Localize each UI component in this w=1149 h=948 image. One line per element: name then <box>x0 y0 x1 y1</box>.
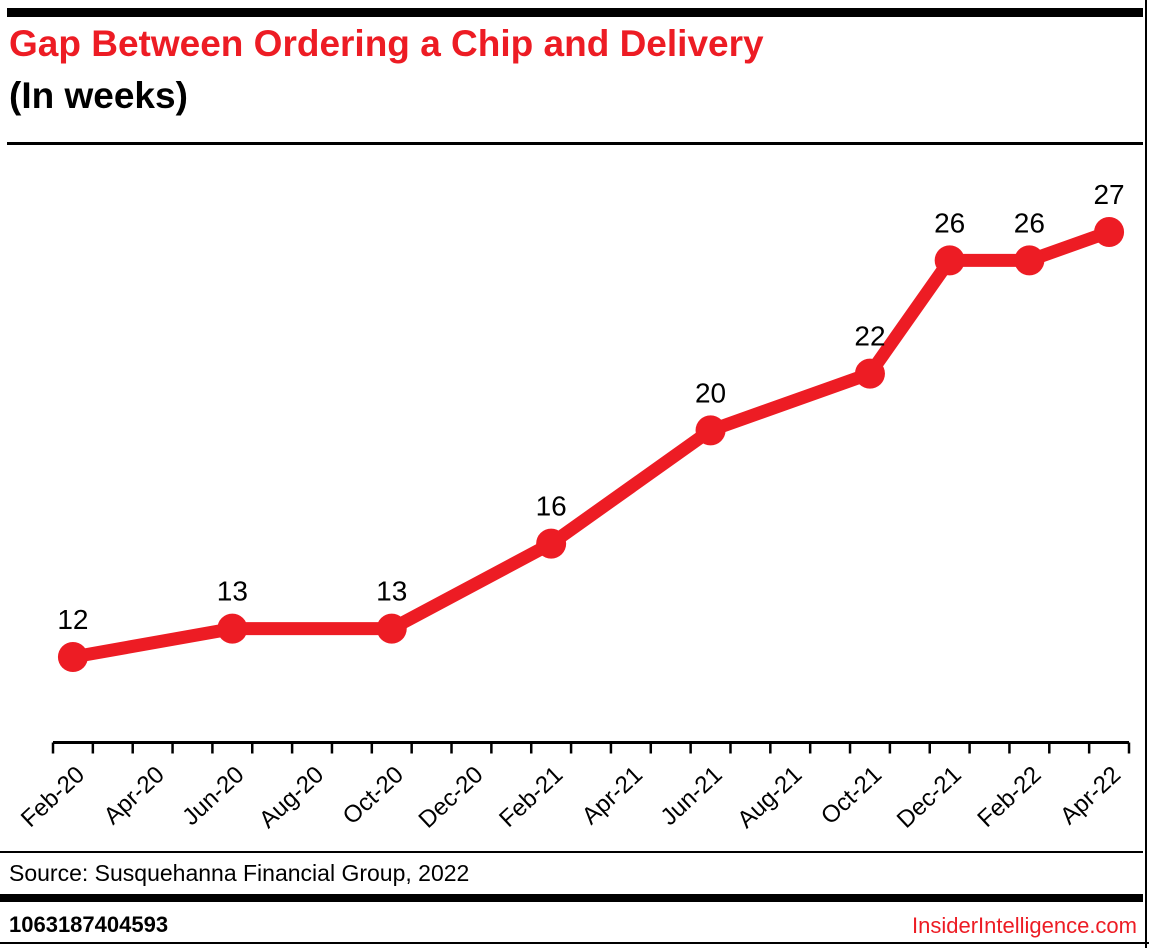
x-axis-label: Feb-22 <box>972 761 1046 833</box>
right-border <box>1145 0 1147 948</box>
x-axis-label: Aug-20 <box>254 761 329 834</box>
data-point-label: 27 <box>1093 179 1124 210</box>
data-point-marker <box>1094 217 1125 247</box>
x-axis-label: Apr-20 <box>99 761 170 830</box>
x-axis-label: Dec-21 <box>892 761 967 834</box>
x-axis-label: Dec-20 <box>414 761 489 834</box>
data-point-label: 12 <box>57 604 88 635</box>
chart-id-text: 1063187404593 <box>9 912 169 937</box>
data-point-marker <box>536 528 567 559</box>
data-point-marker <box>854 358 885 389</box>
source-text: Source: Susquehanna Financial Group, 202… <box>9 860 470 886</box>
title-divider <box>7 142 1143 145</box>
data-point-marker <box>376 613 407 644</box>
data-point-marker <box>695 415 726 446</box>
x-axis-label: Jun-21 <box>656 761 728 831</box>
data-point-label: 20 <box>695 377 726 408</box>
chart-subtitle: (In weeks) <box>9 75 188 116</box>
x-axis-label: Apr-22 <box>1055 761 1126 830</box>
data-point-label: 26 <box>934 207 965 238</box>
data-point-label: 16 <box>536 491 567 522</box>
x-axis-label: Jun-20 <box>177 761 249 831</box>
data-point-label: 26 <box>1014 207 1045 238</box>
data-point-marker <box>1014 245 1045 276</box>
chart-title: Gap Between Ordering a Chip and Delivery <box>9 23 764 64</box>
data-point-marker <box>934 245 965 276</box>
footer-accent-bar <box>0 894 1143 902</box>
x-axis-label: Oct-21 <box>816 761 887 830</box>
data-point-marker <box>217 613 248 644</box>
data-point-label: 13 <box>376 576 407 607</box>
source-divider <box>0 851 1143 853</box>
brand-site-text: InsiderIntelligence.com <box>911 913 1137 938</box>
bottom-border <box>0 942 1149 944</box>
x-axis-label: Apr-21 <box>577 761 648 830</box>
x-axis-label: Aug-21 <box>732 761 807 834</box>
data-point-marker <box>57 642 88 672</box>
x-axis-label: Feb-20 <box>16 761 90 833</box>
data-point-label: 22 <box>854 321 885 352</box>
x-axis-label: Feb-21 <box>494 761 568 833</box>
x-axis-label: Oct-20 <box>338 761 409 830</box>
data-point-label: 13 <box>217 576 248 607</box>
top-accent-bar <box>7 8 1143 17</box>
